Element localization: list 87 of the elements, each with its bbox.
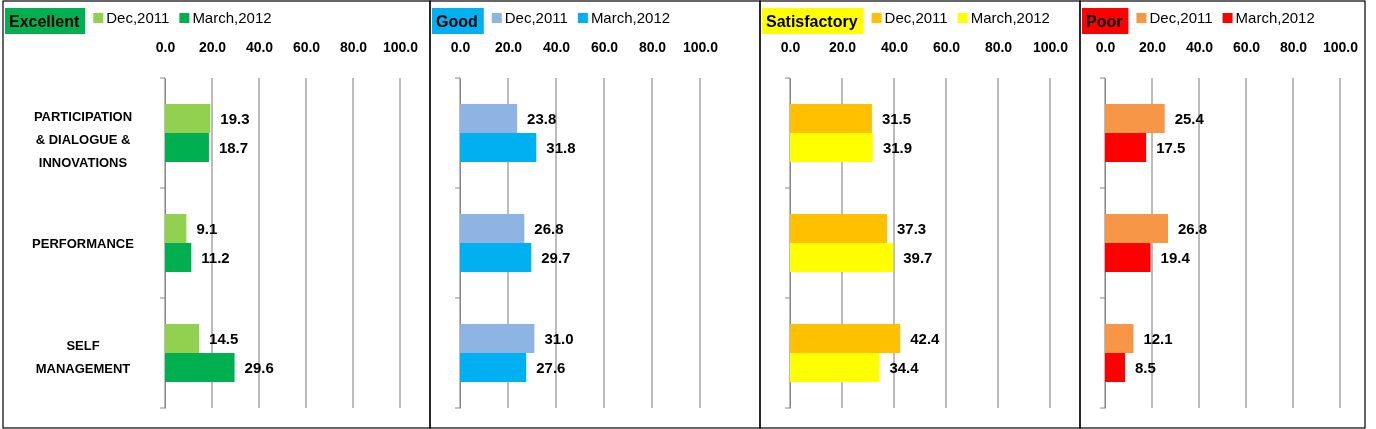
data-label: 18.7: [218, 138, 249, 156]
bar: [460, 214, 525, 243]
data-label: 37.3: [896, 219, 927, 237]
legend-label: March,2012: [970, 9, 1050, 26]
bar: [790, 324, 901, 353]
data-label: 42.4: [910, 329, 941, 347]
chart-title: Good: [436, 13, 478, 30]
x-tick-label: 100.0: [1032, 39, 1069, 55]
bar: [790, 104, 872, 133]
bar: [1105, 104, 1165, 133]
legend-label: March,2012: [1235, 9, 1315, 26]
bar: [1105, 214, 1168, 243]
x-tick-label: 100.0: [1322, 39, 1359, 55]
x-tick-label: 20.0: [1138, 39, 1167, 55]
data-label: 29.6: [244, 358, 274, 376]
bar: [460, 243, 532, 272]
data-label: 23.8: [527, 109, 557, 127]
bar: [1105, 243, 1151, 272]
bar: [165, 243, 192, 272]
data-label: 31.0: [544, 329, 574, 347]
data-label: 8.5: [1134, 358, 1156, 376]
bar: [460, 353, 527, 382]
data-label: 12.1: [1143, 329, 1173, 347]
bar: [790, 353, 880, 382]
x-tick-label: 0.0: [780, 39, 801, 55]
x-tick-label: 100.0: [382, 39, 419, 55]
bar: [165, 324, 200, 353]
data-label: 9.1: [196, 219, 218, 237]
x-tick-label: 40.0: [1185, 39, 1214, 55]
chart-title: Satisfactory: [766, 13, 858, 30]
data-label: 17.5: [1156, 138, 1186, 156]
bar: [460, 133, 537, 162]
x-tick-label: 100.0: [682, 39, 719, 55]
data-label: 26.8: [534, 219, 564, 237]
bar: [790, 214, 887, 243]
legend-label: March,2012: [192, 9, 272, 26]
x-tick-label: 0.0: [1095, 39, 1116, 55]
x-tick-label: 40.0: [542, 39, 571, 55]
legend-label: March,2012: [590, 9, 671, 26]
x-tick-label: 80.0: [638, 39, 667, 55]
data-label: 31.8: [546, 138, 576, 156]
bar: [165, 353, 235, 382]
data-label: 34.4: [889, 358, 920, 376]
x-tick-label: 20.0: [494, 39, 523, 55]
data-label: 26.8: [1177, 219, 1208, 237]
data-label: 39.7: [903, 248, 933, 266]
y-tick-label: PARTICIPATION & DIALOGUE & INNOVATIONS: [33, 109, 133, 170]
data-label: 19.3: [220, 109, 250, 127]
legend-label: Dec,2011: [106, 9, 170, 26]
bar: [460, 324, 535, 353]
chart-title: Excellent: [9, 13, 80, 30]
data-label: 19.4: [1160, 248, 1191, 266]
bar: [790, 243, 894, 272]
bar: [165, 104, 211, 133]
bar: [1105, 324, 1134, 353]
legend-label: Dec,2011: [884, 9, 948, 26]
bar: [165, 133, 209, 162]
data-label: 31.9: [882, 138, 913, 156]
x-tick-label: 40.0: [245, 39, 274, 55]
legend-label: Dec,2011: [504, 9, 568, 26]
x-tick-label: 80.0: [984, 39, 1013, 55]
bar: [460, 104, 518, 133]
chart-title: Poor: [1086, 13, 1123, 30]
bar: [1105, 353, 1125, 382]
y-tick-label: SELF MANAGEMENT: [35, 337, 131, 376]
x-tick-label: 80.0: [1279, 39, 1308, 55]
y-tick-label: PERFORMANCE: [32, 236, 135, 251]
data-label: 25.4: [1174, 109, 1205, 127]
x-tick-label: 60.0: [590, 39, 619, 55]
data-label: 14.5: [209, 329, 239, 347]
data-label: 29.7: [541, 248, 571, 266]
x-tick-label: 40.0: [880, 39, 909, 55]
bar: [1105, 133, 1147, 162]
data-label: 27.6: [536, 358, 566, 376]
data-label: 31.5: [881, 109, 912, 127]
bar: [165, 214, 187, 243]
x-tick-label: 0.0: [155, 39, 176, 55]
data-label: 11.2: [201, 248, 230, 266]
x-tick-label: 60.0: [932, 39, 961, 55]
x-tick-label: 20.0: [198, 39, 227, 55]
bar: [790, 133, 873, 162]
x-tick-label: 60.0: [292, 39, 321, 55]
x-tick-label: 0.0: [450, 39, 471, 55]
x-tick-label: 20.0: [828, 39, 857, 55]
legend-label: Dec,2011: [1149, 9, 1213, 26]
x-tick-label: 60.0: [1232, 39, 1261, 55]
x-tick-label: 80.0: [339, 39, 368, 55]
